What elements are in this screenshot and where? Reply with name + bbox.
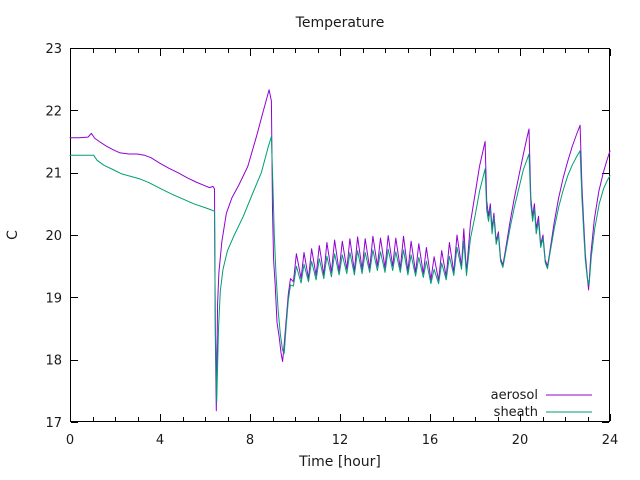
x-tick-label: 4 xyxy=(156,433,164,448)
legend-label-sheath: sheath xyxy=(494,405,538,420)
chart-title: Temperature xyxy=(295,15,385,31)
y-tick-label: 23 xyxy=(45,42,62,57)
x-tick-label: 16 xyxy=(422,433,439,448)
x-tick-label: 0 xyxy=(66,433,74,448)
x-tick-label: 24 xyxy=(602,433,619,448)
x-axis-label: Time [hour] xyxy=(298,454,381,470)
y-axis-label: C xyxy=(5,230,21,240)
series-line-sheath xyxy=(69,136,611,403)
x-tick-label: 12 xyxy=(332,433,349,448)
x-tick-label: 8 xyxy=(246,433,254,448)
series-line-aerosol xyxy=(69,89,611,412)
plot-border xyxy=(70,48,610,422)
legend-label-aerosol: aerosol xyxy=(491,388,538,403)
y-tick-label: 20 xyxy=(45,229,62,244)
x-tick-label: 20 xyxy=(512,433,529,448)
plot-area: 0 4 8 12 16 20 24 17 18 19 20 21 22 23 xyxy=(45,42,618,448)
y-tick-label: 21 xyxy=(45,167,62,182)
y-tick-label: 19 xyxy=(45,291,62,306)
y-tick-label: 22 xyxy=(45,104,62,119)
y-tick-label: 17 xyxy=(45,416,62,431)
legend: aerosol sheath xyxy=(491,388,592,420)
y-tick-label: 18 xyxy=(45,354,62,369)
